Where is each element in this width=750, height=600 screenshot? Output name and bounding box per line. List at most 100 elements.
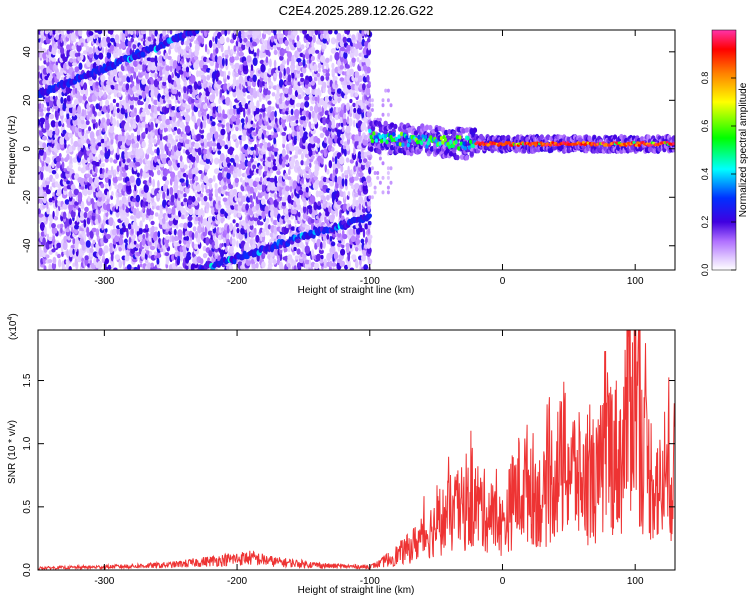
heatmap-cell <box>352 119 356 128</box>
heatmap-cell <box>219 35 225 45</box>
heatmap-cell <box>141 90 146 100</box>
heatmap-cell <box>98 128 102 136</box>
heatmap-cell <box>92 142 97 149</box>
heatmap-cell <box>341 178 345 187</box>
heatmap-cell <box>389 103 393 108</box>
heatmap-cell <box>141 78 146 85</box>
heatmap-cell <box>112 176 119 184</box>
heatmap-cell <box>267 142 271 148</box>
heatmap-cell <box>259 59 265 65</box>
heatmap-band-halo <box>369 146 374 152</box>
heatmap-cell <box>326 33 330 41</box>
heatmap-cell <box>40 111 44 117</box>
heatmap-cell <box>317 87 321 95</box>
heatmap-trace-cell <box>367 213 372 219</box>
heatmap-cell <box>286 51 292 59</box>
heatmap-cell <box>124 238 128 244</box>
heatmap-cell <box>136 142 139 149</box>
heatmap-cell <box>271 106 275 111</box>
heatmap-cell <box>98 214 101 224</box>
heatmap-cell <box>89 230 94 239</box>
heatmap-cell <box>127 105 130 114</box>
heatmap-cell <box>187 215 193 221</box>
heatmap-cell <box>177 229 183 238</box>
heatmap-cell <box>130 215 135 220</box>
heatmap-cell <box>237 168 242 178</box>
heatmap-cell <box>78 62 83 70</box>
heatmap-cell <box>86 138 90 145</box>
heatmap-cell <box>253 87 256 94</box>
heatmap-cell <box>121 31 126 40</box>
heatmap-cell <box>154 155 158 163</box>
heatmap-cell <box>100 237 105 245</box>
heatmap-cell <box>44 226 47 235</box>
heatmap-cell <box>94 34 100 39</box>
heatmap-cell <box>112 98 116 104</box>
heatmap-cell <box>135 243 140 249</box>
heatmap-cell <box>287 219 292 225</box>
heatmap-cell <box>376 175 380 180</box>
heatmap-cell <box>331 62 335 69</box>
heatmap-cell <box>97 190 103 198</box>
heatmap-cell <box>200 134 204 139</box>
heatmap-cell <box>142 233 146 240</box>
heatmap-cell <box>225 156 231 164</box>
heatmap-cell <box>116 119 119 128</box>
heatmap-cell <box>101 46 105 54</box>
heatmap-cell <box>250 157 254 163</box>
heatmap-cell <box>267 90 271 95</box>
heatmap-cell <box>51 262 57 270</box>
heatmap-cell <box>88 177 93 184</box>
heatmap-cell <box>341 173 345 179</box>
heatmap-cell <box>165 65 171 72</box>
heatmap-cell <box>132 43 137 50</box>
heatmap-cell <box>135 161 141 167</box>
heatmap-cell <box>126 64 131 72</box>
heatmap-cell <box>239 177 243 183</box>
heatmap-cell <box>38 108 44 113</box>
heatmap-cell <box>118 92 122 98</box>
heatmap-cell <box>145 126 149 135</box>
heatmap-cell <box>78 128 82 133</box>
heatmap-cell <box>55 126 59 134</box>
heatmap-cell <box>116 165 120 172</box>
heatmap-cell <box>135 148 140 158</box>
heatmap-cell <box>142 216 145 223</box>
heatmap-cell <box>208 39 213 49</box>
heatmap-cell <box>99 167 103 175</box>
heatmap-cell <box>72 237 76 245</box>
heatmap-cell <box>121 171 128 178</box>
heatmap-cell <box>46 106 51 112</box>
heatmap-cell <box>131 81 135 86</box>
heatmap-cell <box>72 62 78 67</box>
heatmap-cell <box>170 194 175 203</box>
heatmap-cell <box>117 176 123 181</box>
heatmap-cell <box>69 155 73 164</box>
heatmap-cell <box>234 177 240 184</box>
heatmap-cell <box>48 214 54 222</box>
heatmap-cell <box>72 87 76 96</box>
heatmap-cell <box>84 206 89 213</box>
heatmap-cell <box>214 55 218 63</box>
heatmap-cell <box>49 30 52 36</box>
heatmap-cell <box>129 74 134 83</box>
heatmap-cell <box>142 108 147 113</box>
heatmap-cell <box>293 265 297 270</box>
heatmap-cell <box>51 170 57 175</box>
heatmap-cell <box>60 30 64 35</box>
heatmap-cell <box>226 238 230 247</box>
heatmap-cell <box>150 121 154 131</box>
heatmap-cell <box>325 62 329 70</box>
heatmap-cell <box>167 160 173 167</box>
heatmap-cell <box>233 225 236 234</box>
heatmap-cell <box>38 260 41 269</box>
heatmap-cell <box>147 61 153 68</box>
heatmap-cell <box>232 219 236 224</box>
heatmap-cell <box>311 110 316 119</box>
heatmap-cell <box>259 113 262 119</box>
heatmap-cell <box>70 184 76 191</box>
heatmap-cell <box>349 68 354 76</box>
heatmap-cell <box>100 138 105 144</box>
heatmap-cell <box>351 254 357 260</box>
heatmap-cell <box>202 253 208 259</box>
